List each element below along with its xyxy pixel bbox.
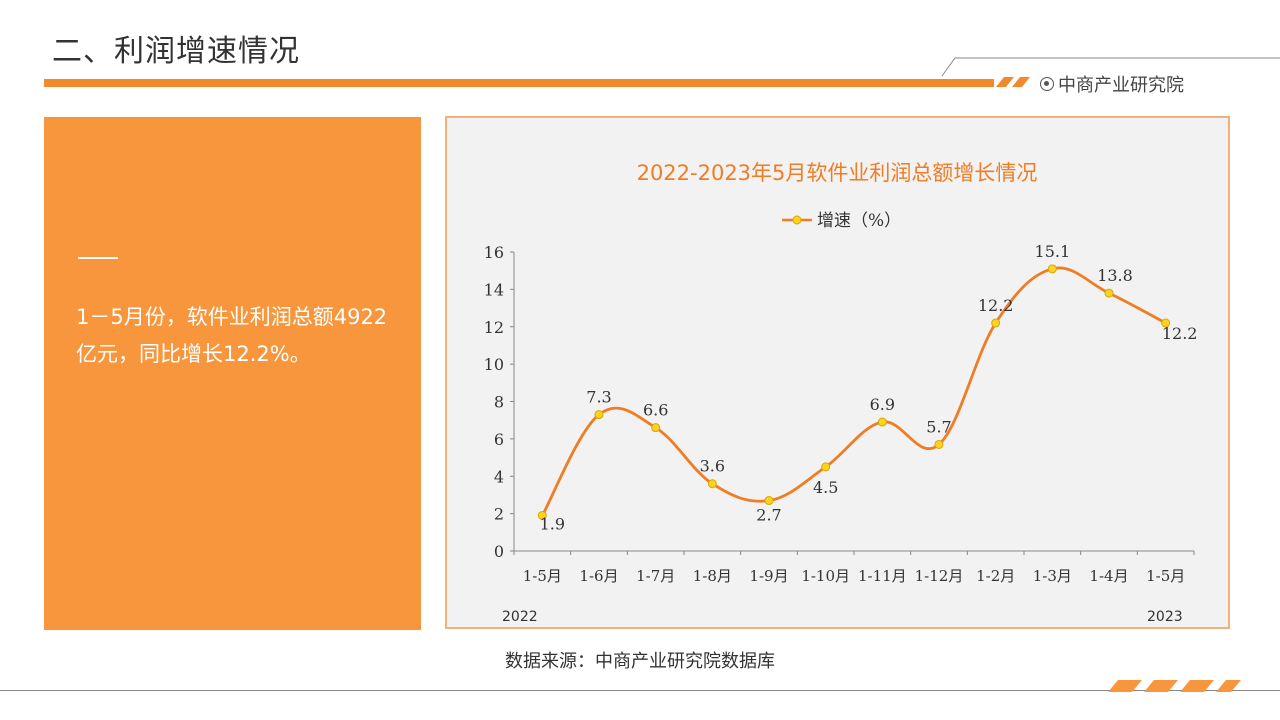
data-label: 12.2	[1162, 324, 1198, 343]
data-point	[651, 423, 661, 433]
chart-panel: 2022-2023年5月软件业利润总额增长情况增速（%） 0 2 4 6 8 10 12 14 1…	[445, 116, 1230, 629]
summary-divider	[78, 257, 118, 259]
x-tick-label: 1-2月	[976, 567, 1015, 585]
page-title: 二、利润增速情况	[52, 34, 300, 69]
x-tick-label: 1-5月	[523, 567, 562, 585]
y-tick-label: 10	[484, 355, 504, 374]
x-tick-label: 1-7月	[636, 567, 675, 585]
y-tick-label: 4	[494, 467, 504, 486]
x-tick-label: 1-3月	[1033, 567, 1072, 585]
data-point	[707, 479, 717, 489]
y-tick-label: 12	[484, 318, 504, 337]
data-label: 1.9	[540, 514, 565, 533]
year-label: 2022	[502, 609, 538, 625]
brand-logo: 中商产业研究院	[1040, 71, 1184, 97]
data-label: 4.5	[813, 478, 838, 497]
target-icon	[1040, 77, 1054, 91]
year-label: 2023	[1147, 609, 1183, 625]
data-point	[821, 462, 831, 472]
legend-marker	[792, 215, 802, 225]
x-tick-label: 1-5月	[1146, 567, 1185, 585]
summary-text: 1－5月份，软件业利润总额4922亿元，同比增长12.2%。	[76, 305, 388, 366]
chart-title: 2022-2023年5月软件业利润总额增长情况	[637, 161, 1038, 185]
data-label: 3.6	[700, 457, 725, 476]
data-label: 12.2	[978, 296, 1014, 315]
y-tick-label: 2	[494, 505, 504, 524]
data-point	[594, 410, 604, 420]
y-tick-label: 16	[484, 243, 504, 262]
y-tick-label: 8	[494, 393, 504, 412]
data-point	[1104, 288, 1114, 298]
data-label: 6.6	[643, 401, 668, 420]
header-accent-bar	[44, 79, 994, 87]
x-tick-label: 1-4月	[1089, 567, 1128, 585]
brand-name: 中商产业研究院	[1058, 75, 1184, 96]
x-tick-label: 1-12月	[915, 567, 964, 585]
data-label: 13.8	[1097, 266, 1133, 285]
data-point	[991, 318, 1001, 328]
data-point	[764, 496, 774, 506]
data-point	[877, 417, 887, 427]
data-point	[1047, 264, 1057, 274]
x-tick-label: 1-8月	[693, 567, 732, 585]
x-tick-label: 1-10月	[801, 567, 850, 585]
x-tick-label: 1-11月	[858, 567, 907, 585]
y-tick-label: 14	[484, 280, 504, 299]
series-line	[541, 266, 1167, 517]
data-label: 15.1	[1035, 242, 1071, 261]
x-tick-label: 1-9月	[749, 567, 788, 585]
data-point	[537, 510, 547, 520]
footer-divider	[0, 690, 1280, 691]
legend-label: 增速（%）	[817, 211, 901, 231]
data-label: 2.7	[756, 506, 781, 525]
x-tick-label: 1-6月	[579, 567, 618, 585]
y-tick-label: 6	[494, 430, 504, 449]
summary-panel: 1－5月份，软件业利润总额4922亿元，同比增长12.2%。	[44, 117, 421, 630]
data-source: 数据来源：中商产业研究院数据库	[505, 651, 775, 672]
footer-decoration	[1108, 680, 1241, 692]
data-label: 6.9	[870, 395, 895, 414]
data-point	[934, 439, 944, 449]
data-label: 5.7	[926, 417, 951, 436]
data-point	[1161, 318, 1171, 328]
data-label: 7.3	[586, 388, 611, 407]
y-tick-label: 0	[494, 542, 504, 561]
